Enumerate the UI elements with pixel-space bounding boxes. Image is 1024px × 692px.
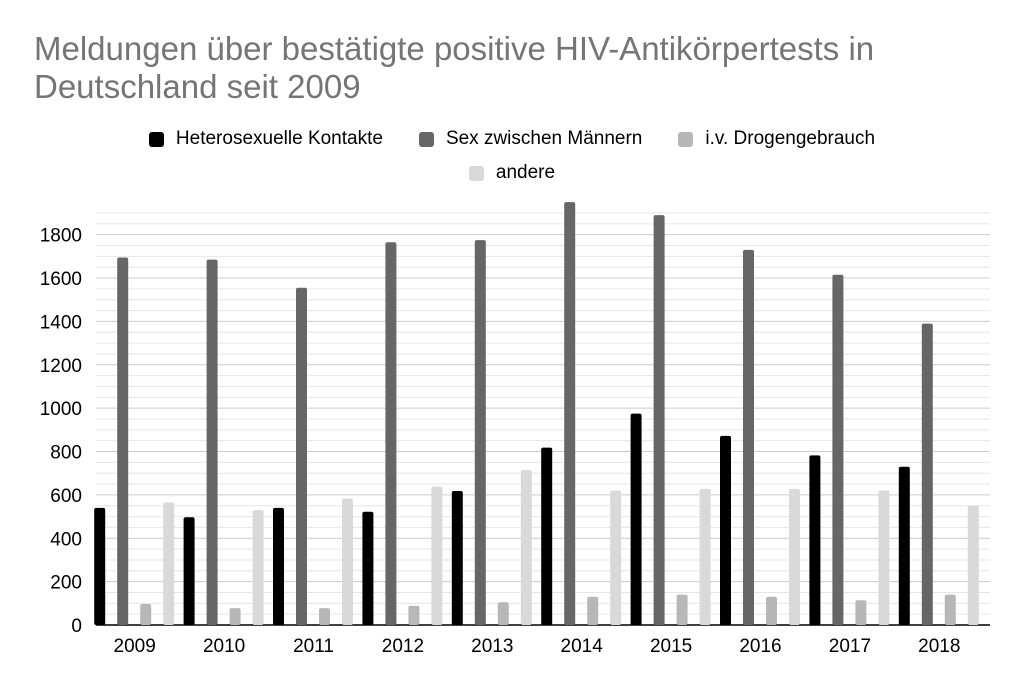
bar-2013-series-1[interactable]: [474, 240, 486, 625]
x-tick-label: 2011: [293, 636, 334, 657]
bar-2009-series-1[interactable]: [117, 257, 129, 625]
bar-2010-series-0[interactable]: [183, 517, 195, 625]
legend-swatch: [678, 131, 694, 147]
bar-2010-series-1[interactable]: [206, 259, 218, 625]
bar-2012-series-3[interactable]: [431, 486, 443, 625]
x-tick-label: 2014: [561, 636, 604, 657]
x-tick-label: 2016: [739, 636, 781, 657]
bar-2014-series-3[interactable]: [610, 490, 622, 625]
x-tick-label: 2015: [650, 636, 692, 657]
legend-swatch: [148, 131, 164, 147]
legend-item-heterosexuelle-kontakte[interactable]: Heterosexuelle Kontakte: [148, 128, 383, 150]
bar-2017-series-1[interactable]: [832, 274, 844, 625]
legend-label: andere: [495, 162, 556, 183]
bar-2016-series-1[interactable]: [743, 249, 754, 625]
bar-2010-series-3[interactable]: [252, 510, 264, 625]
bar-2018-series-2[interactable]: [944, 594, 956, 625]
y-tick-label: 400: [50, 529, 82, 550]
bar-2016-series-0[interactable]: [720, 435, 731, 625]
bar-2012-series-2[interactable]: [408, 605, 420, 625]
y-tick-label: 1800: [40, 226, 82, 247]
bar-2014-series-1[interactable]: [564, 202, 576, 625]
bar-2015-series-1[interactable]: [653, 215, 665, 625]
legend-item-andere[interactable]: andere: [468, 162, 556, 184]
legend-swatch: [418, 131, 434, 147]
y-tick-label: 800: [50, 443, 82, 464]
bar-2015-series-3[interactable]: [699, 488, 711, 625]
bar-2012-series-1[interactable]: [385, 242, 397, 625]
bars: [94, 202, 979, 625]
bar-2009-series-3[interactable]: [163, 502, 175, 625]
x-tick-label: 2010: [203, 636, 245, 657]
legend-label: i.v. Drogengebrauch: [705, 128, 876, 149]
legend: Heterosexuelle Kontakte Sex zwischen Män…: [0, 128, 1024, 196]
bar-2010-series-2[interactable]: [229, 608, 241, 625]
bar-2016-series-3[interactable]: [789, 488, 800, 625]
bar-2018-series-0[interactable]: [898, 466, 910, 625]
bar-2011-series-1[interactable]: [296, 287, 307, 625]
y-tick-label: 1200: [40, 356, 82, 377]
legend-swatch: [468, 165, 484, 181]
y-tick-label: 1400: [40, 312, 82, 333]
x-tick-label: 2017: [829, 636, 871, 657]
bar-2017-series-2[interactable]: [855, 600, 867, 625]
x-tick-label: 2018: [918, 636, 960, 657]
bar-2015-series-2[interactable]: [676, 594, 688, 625]
legend-label: Sex zwischen Männern: [445, 128, 643, 149]
legend-label: Heterosexuelle Kontakte: [175, 128, 383, 149]
bar-2013-series-2[interactable]: [497, 602, 509, 625]
bar-2014-series-0[interactable]: [541, 447, 553, 625]
bar-2013-series-0[interactable]: [451, 490, 463, 625]
bar-2015-series-0[interactable]: [630, 413, 642, 625]
bar-2011-series-3[interactable]: [342, 498, 353, 625]
chart-title: Meldungen über bestätigte positive HIV-A…: [34, 30, 875, 105]
bar-2009-series-0[interactable]: [94, 507, 106, 625]
bar-2018-series-1[interactable]: [921, 323, 933, 625]
y-tick-label: 200: [50, 573, 82, 594]
bar-2012-series-0[interactable]: [362, 511, 374, 625]
bar-2016-series-2[interactable]: [766, 596, 777, 625]
bar-2009-series-2[interactable]: [140, 603, 152, 625]
bar-2013-series-3[interactable]: [520, 469, 532, 625]
bar-2017-series-0[interactable]: [809, 455, 821, 625]
bar-2018-series-3[interactable]: [967, 505, 979, 625]
x-tick-label: 2012: [382, 636, 424, 657]
legend-item-iv-drogengebrauch[interactable]: i.v. Drogengebrauch: [678, 128, 875, 150]
bar-2017-series-3[interactable]: [878, 490, 890, 625]
bar-2011-series-0[interactable]: [273, 507, 284, 625]
y-tick-label: 1600: [40, 269, 82, 290]
bar-2014-series-2[interactable]: [587, 596, 599, 625]
y-tick-label: 600: [50, 486, 82, 507]
x-tick-label: 2013: [471, 636, 513, 657]
x-tick-label: 2009: [114, 636, 156, 657]
bar-2011-series-2[interactable]: [319, 608, 330, 625]
y-tick-label: 1000: [40, 399, 82, 420]
legend-item-sex-zwischen-maennern[interactable]: Sex zwischen Männern: [418, 128, 643, 150]
y-tick-label: 0: [71, 616, 82, 637]
